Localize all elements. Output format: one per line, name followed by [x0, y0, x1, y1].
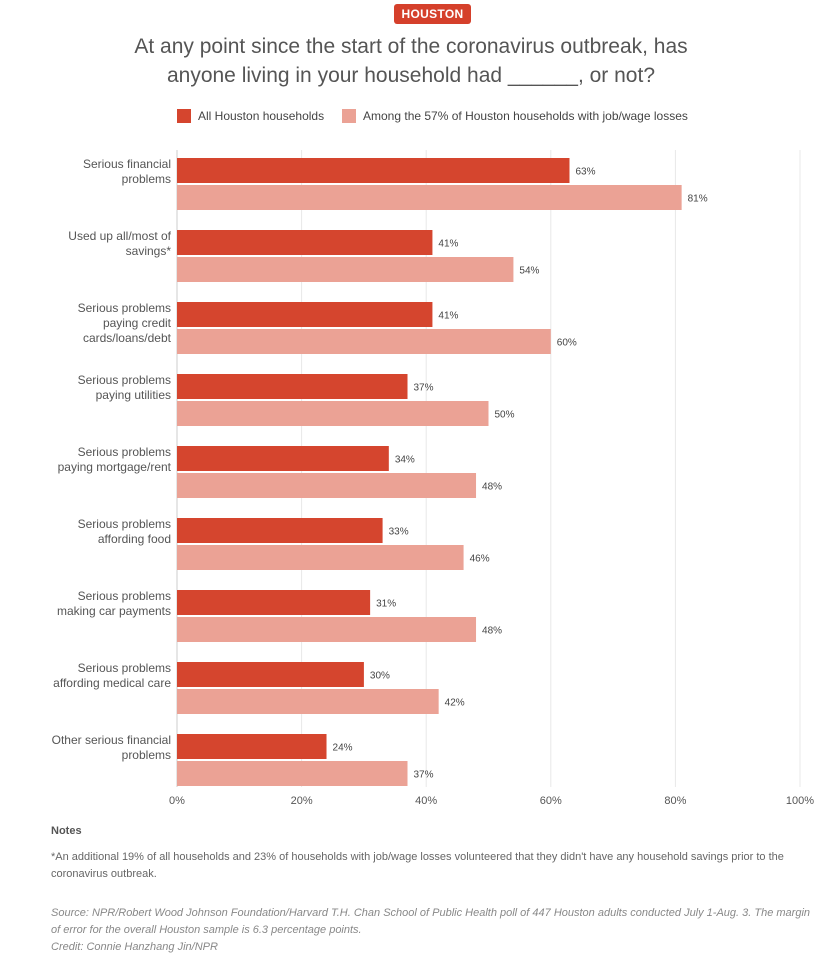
chart-title: At any point since the start of the coro…: [40, 32, 782, 90]
footnote: *An additional 19% of all households and…: [51, 851, 784, 880]
bar-all-households: [177, 446, 389, 471]
data-label: 31%: [376, 599, 396, 610]
data-label: 30%: [370, 671, 390, 682]
legend-label-losses: Among the 57% of Houston households with…: [363, 109, 688, 123]
bar-job-wage-losses: [177, 473, 477, 498]
data-label: 42%: [445, 698, 465, 709]
bar-all-households: [177, 158, 570, 183]
bar-job-wage-losses: [177, 329, 551, 354]
data-label: 50%: [495, 410, 515, 421]
data-label: 37%: [414, 770, 434, 781]
x-tick-label: 0%: [169, 795, 185, 807]
data-label: 48%: [482, 626, 502, 637]
data-label: 54%: [519, 266, 539, 277]
x-tick-label: 40%: [415, 795, 437, 807]
notes-heading: Notes: [51, 825, 82, 837]
category-label: Serious problems paying mortgage/rent: [58, 445, 172, 474]
bar-job-wage-losses: [177, 257, 514, 282]
legend-swatch-losses: [342, 109, 356, 123]
x-tick-label: 80%: [664, 795, 686, 807]
data-label: 34%: [395, 455, 415, 466]
credit-note: Credit: Connie Hanzhang Jin/NPR: [51, 941, 218, 953]
bar-all-households: [177, 518, 383, 543]
x-tick-label: 100%: [786, 795, 814, 807]
category-label: Serious problems paying utilities: [78, 373, 171, 402]
data-label: 46%: [470, 554, 490, 565]
category-label: Serious problems making car payments: [57, 589, 171, 618]
bar-job-wage-losses: [177, 545, 464, 570]
category-label: Serious financial problems: [83, 157, 171, 186]
category-label: Other serious financial problems: [52, 733, 171, 762]
bar-job-wage-losses: [177, 401, 489, 426]
bar-chart: 0% 20% 40% 60% 80% 100% Serious financial probl…: [52, 150, 814, 807]
category-label: Serious problems affording food: [78, 517, 171, 546]
bar-all-households: [177, 374, 408, 399]
data-label: 41%: [438, 311, 458, 322]
legend-label-all: All Houston households: [198, 109, 325, 123]
x-tick-label: 60%: [540, 795, 562, 807]
data-label: 60%: [557, 338, 577, 349]
bar-job-wage-losses: [177, 617, 477, 642]
data-label: 41%: [438, 239, 458, 250]
data-label: 37%: [414, 383, 434, 394]
data-label: 33%: [389, 527, 409, 538]
x-tick-label: 20%: [291, 795, 313, 807]
category-label: Used up all/most of savings*: [68, 229, 171, 258]
bar-job-wage-losses: [177, 761, 408, 786]
bar-all-households: [177, 302, 433, 327]
bar-all-households: [177, 662, 364, 687]
legend-swatch-all: [177, 109, 191, 123]
data-label: 48%: [482, 482, 502, 493]
bar-all-households: [177, 230, 433, 255]
category-label: Serious problems affording medical care: [53, 661, 171, 690]
bar-job-wage-losses: [177, 689, 439, 714]
title-line-2: anyone living in your household had ____…: [166, 64, 656, 87]
category-label: Serious problems paying credit cards/loans…: [78, 301, 172, 345]
title-line-1: At any point since the start of the coro…: [134, 35, 688, 58]
data-label: 63%: [575, 167, 595, 178]
location-badge: HOUSTON: [394, 4, 471, 24]
data-label: 81%: [688, 194, 708, 205]
source-note: Source: NPR/Robert Wood Johnson Foundati…: [51, 907, 811, 936]
bar-all-households: [177, 734, 327, 759]
data-label: 24%: [333, 743, 353, 754]
bar-all-households: [177, 590, 371, 615]
bar-job-wage-losses: [177, 185, 682, 210]
